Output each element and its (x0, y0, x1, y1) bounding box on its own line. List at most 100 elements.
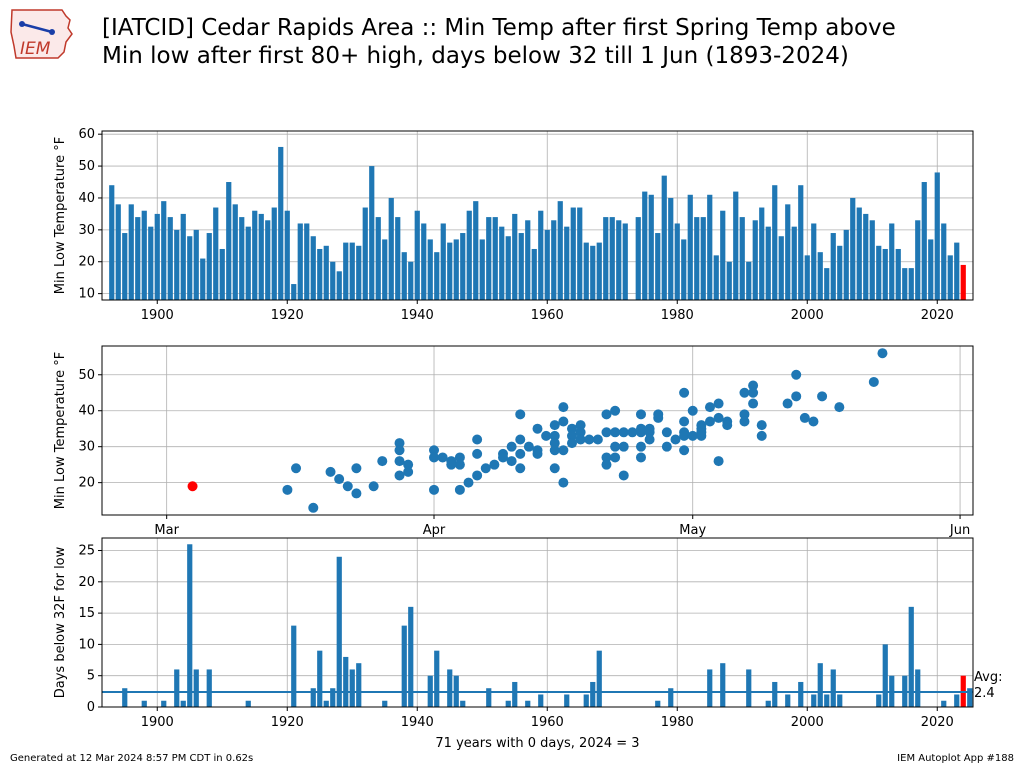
bar-1936 (388, 197, 394, 300)
bar-1967 (590, 681, 596, 707)
point-91 (687, 405, 698, 416)
bar-1905 (187, 236, 193, 300)
bar-2023 (954, 694, 960, 707)
y-tick-label: 30 (78, 223, 95, 238)
bar-1951 (486, 688, 492, 707)
x-tick-label: 1900 (141, 308, 174, 323)
bar-1903 (174, 229, 180, 300)
bar-1972 (622, 223, 628, 300)
y-axis-label: Days below 32F for low (53, 546, 68, 698)
point-86 (679, 387, 690, 398)
bar-2025 (967, 688, 973, 707)
bar-1985 (707, 669, 713, 707)
point-57 (575, 427, 586, 438)
bar-1924 (310, 236, 316, 300)
point-97 (704, 402, 715, 413)
bar-1991 (746, 669, 752, 707)
bar-2021 (941, 223, 947, 300)
bar-1950 (479, 239, 485, 300)
point-113 (791, 369, 802, 380)
y-tick-label: 40 (78, 191, 95, 206)
point-111 (756, 430, 767, 441)
bar-1953 (499, 226, 505, 300)
bar-2002 (817, 663, 823, 707)
bar-1962 (557, 201, 563, 300)
bar-1901 (161, 700, 167, 707)
bar-1893 (109, 185, 115, 300)
bar-1923 (304, 223, 310, 300)
bar-2001 (811, 694, 817, 707)
point-7 (351, 463, 362, 474)
bar-1995 (772, 185, 778, 300)
bar-1966 (583, 242, 589, 300)
point-11 (394, 445, 405, 456)
bar-1912 (232, 204, 238, 300)
point-38 (515, 463, 526, 474)
bar-2005 (837, 694, 843, 707)
y-tick-label: 0 (87, 700, 95, 715)
bar-1909 (213, 207, 219, 300)
point-37 (515, 448, 526, 459)
point-99 (713, 398, 724, 409)
bar-1958 (531, 248, 537, 300)
y-tick-label: 5 (87, 669, 95, 684)
point-21 (446, 459, 457, 470)
y-tick-label: 15 (78, 606, 95, 621)
y-tick-label: 10 (78, 637, 95, 652)
point-17 (429, 452, 440, 463)
bar-1927 (330, 261, 336, 300)
bar-1955 (512, 681, 518, 707)
point-33 (506, 456, 517, 467)
point-101 (713, 456, 724, 467)
point-65 (610, 405, 621, 416)
bar-1917 (265, 220, 271, 300)
bar-2012 (882, 644, 888, 707)
point-2 (308, 502, 319, 513)
point-87 (679, 416, 690, 427)
x-tick-label: Apr (423, 523, 446, 538)
bar-1919 (278, 146, 284, 300)
bar-1938 (401, 625, 407, 707)
bar-1908 (206, 669, 212, 707)
bar-2016 (908, 606, 914, 707)
point-70 (618, 441, 629, 452)
point-60 (592, 434, 603, 445)
bar-1927 (330, 688, 336, 707)
bar-1907 (200, 258, 206, 300)
point-69 (618, 427, 629, 438)
point-44 (549, 420, 560, 431)
bar-1943 (434, 252, 440, 300)
point-66 (610, 427, 621, 438)
panel-3: Avg:2.4 0 5 10 15 20 25 Days below 32F for low 1… (53, 537, 1002, 751)
y-tick-label: 60 (78, 127, 95, 142)
bar-1930 (349, 669, 355, 707)
y-tick-label: 30 (78, 440, 95, 455)
point-80 (644, 434, 655, 445)
generated-note: Generated at 12 Mar 2024 8:57 PM CDT in … (10, 753, 254, 764)
bar-2018 (921, 182, 927, 300)
y-tick-label: 25 (78, 544, 95, 559)
bar-1993 (759, 207, 765, 300)
bar-1937 (395, 217, 401, 300)
bar-2015 (902, 268, 908, 300)
point-67 (610, 441, 621, 452)
bar-2012 (882, 248, 888, 300)
bar-1918 (271, 207, 277, 300)
bar-1968 (596, 242, 602, 300)
point-0 (282, 484, 293, 495)
bar-1904 (180, 700, 186, 707)
point-19 (437, 452, 448, 463)
bar-1997 (785, 204, 791, 300)
x-tick-label: 1980 (661, 715, 694, 730)
bar-1979 (668, 197, 674, 300)
bar-1975 (642, 191, 648, 300)
point-3 (325, 466, 336, 477)
y-tick-label: 20 (78, 255, 95, 270)
bar-1980 (674, 223, 680, 300)
point-30 (489, 459, 500, 470)
bar-1908 (206, 233, 212, 300)
bar-1987 (720, 210, 726, 300)
bar-1944 (440, 223, 446, 300)
point-13 (394, 470, 405, 481)
x-tick-label: 2000 (791, 715, 824, 730)
